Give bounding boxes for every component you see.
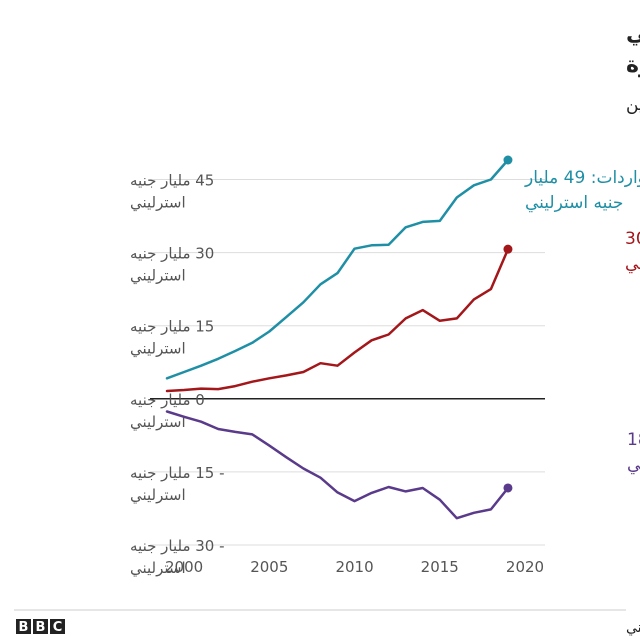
bbc-logo-block [50, 619, 65, 634]
x-tick-label: 2000 [165, 558, 203, 576]
y-tick-label: 45 مليار جنيه استرليني [130, 171, 214, 212]
y-tick-label: 15 مليار جنيه استرليني [130, 318, 214, 359]
annotation-exports: الصادرات : 30.7مليار جنيه استرليني [625, 229, 640, 274]
y-axis-tick-labels: 45 مليار جنيه استرليني 30 مليار جنيه استرلي… [130, 171, 225, 578]
y-tick-label: 30 مليار جنيه استرليني [130, 245, 214, 286]
series-endpoint-imports [503, 155, 513, 165]
y-tick-label: 0 مليار جنيه استرليني [130, 391, 205, 432]
bbc-logo-letter: B [36, 620, 46, 635]
y-tick-label: - 30 مليار جنيه استرليني [130, 537, 225, 578]
bbc-logo-block [16, 619, 31, 634]
chart-title-line: تزايدت التجارة بين بريطانيا والصين بشكل … [626, 21, 640, 46]
grid-lines [150, 178, 545, 546]
annotation-balance: الميزان التجاري: - 18.3مليار جنيه استرلي… [627, 430, 640, 475]
x-axis-tick-labels: 2000 2005 2010 2015 2020 [165, 558, 544, 576]
x-tick-label: 2015 [421, 558, 459, 576]
x-tick-label: 2020 [506, 558, 544, 576]
series-endpoint-exports [503, 244, 513, 254]
series-line-imports [165, 158, 510, 380]
series-lines [165, 155, 513, 520]
bbc-logo-letter: C [53, 620, 63, 635]
chart-title-line: السنوات الأخيرة [626, 50, 640, 78]
series-line-exports [165, 247, 510, 393]
chart-subtitle: الواردات والصادرات والميزان التجاري بين … [626, 95, 640, 115]
chart-title: تزايدت التجارة بين بريطانيا والصين بشكل … [626, 21, 640, 78]
series-line-balance [165, 410, 510, 520]
x-tick-label: 2010 [335, 558, 373, 576]
series-endpoint-balance [503, 483, 513, 493]
x-tick-label: 2005 [250, 558, 288, 576]
bbc-logo-block [33, 619, 48, 634]
source-note: المصدر: مكتب الإحصاءات الوطني [626, 620, 640, 636]
y-tick-label: - 15 مليار جنيه استرليني [130, 464, 225, 505]
bbc-logo-letter: B [19, 620, 29, 635]
